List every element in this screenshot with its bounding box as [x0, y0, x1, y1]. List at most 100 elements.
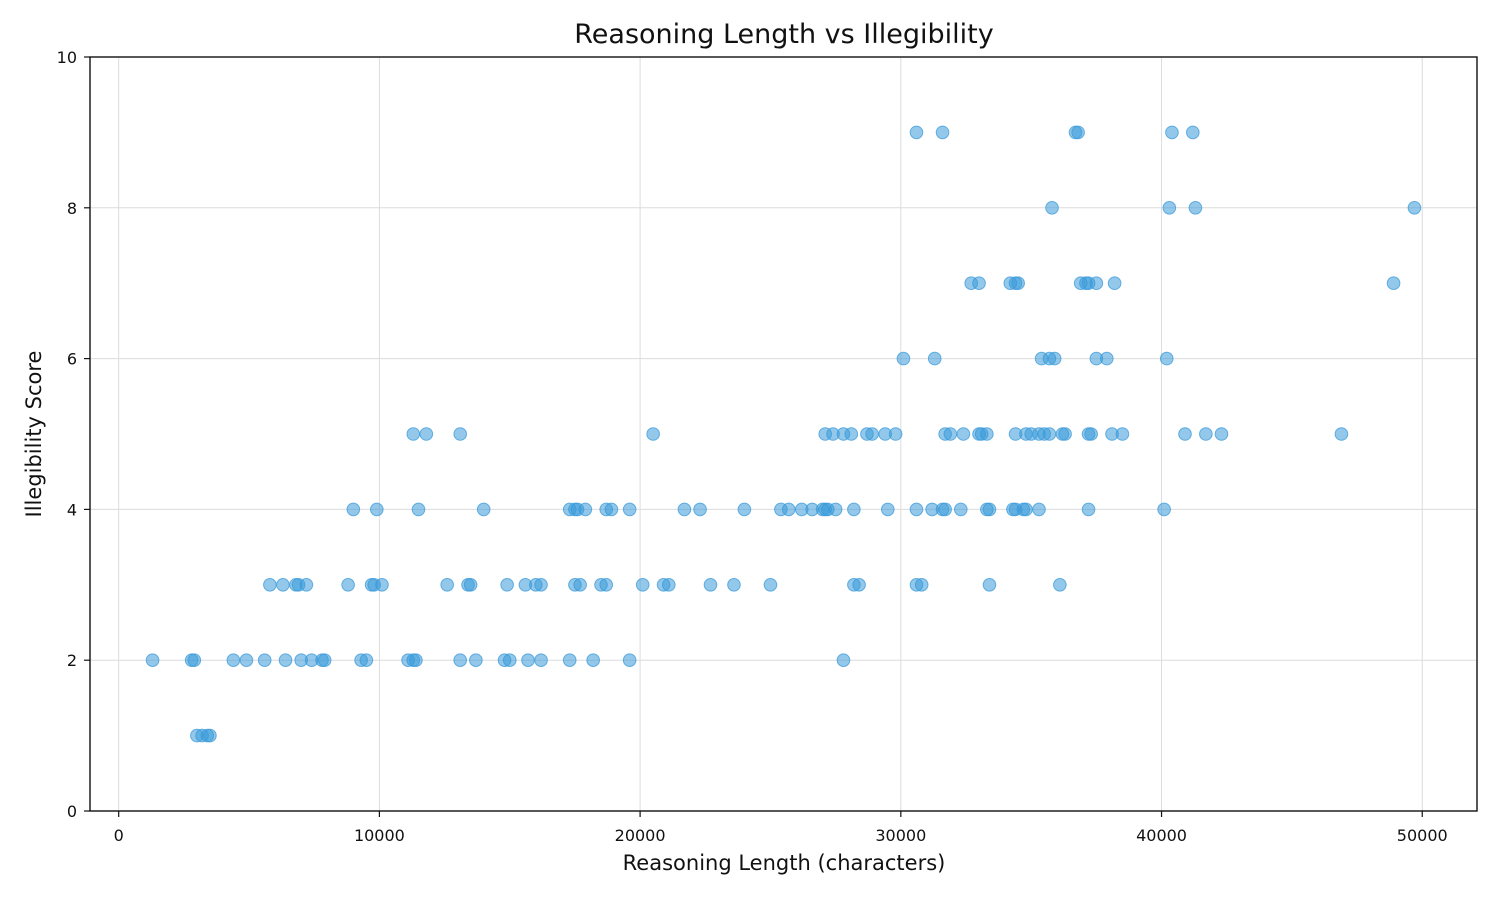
data-point — [1188, 201, 1203, 215]
data-point — [299, 578, 314, 592]
data-point — [257, 653, 272, 668]
data-point — [375, 578, 389, 592]
data-point — [847, 502, 861, 517]
data-point — [1214, 427, 1229, 441]
data-point — [263, 578, 277, 592]
data-point — [1019, 502, 1033, 517]
data-point — [1047, 351, 1062, 366]
data-point — [943, 427, 958, 441]
data-point — [341, 578, 355, 592]
data-points — [145, 125, 1422, 743]
data-point — [909, 502, 924, 517]
data-point — [781, 502, 796, 517]
chart-title: Reasoning Length vs Illegibility — [574, 19, 994, 50]
y-tick-label: 0 — [67, 802, 77, 821]
grid-lines — [90, 56, 1477, 812]
data-point — [1032, 502, 1046, 517]
x-axis-label: Reasoning Length (characters) — [623, 851, 946, 875]
data-point — [661, 578, 676, 592]
data-point — [239, 653, 254, 668]
data-point — [187, 653, 202, 668]
data-point — [453, 653, 468, 668]
data-point — [562, 653, 577, 668]
data-point — [145, 653, 160, 668]
data-point — [1386, 276, 1401, 291]
data-point — [226, 653, 241, 668]
data-point — [500, 578, 514, 592]
data-point — [1159, 351, 1174, 366]
data-point — [586, 653, 600, 668]
y-axis-ticks: 0 2 4 6 8 10 — [57, 48, 90, 821]
data-point — [703, 578, 718, 592]
y-tick-label: 10 — [57, 48, 77, 67]
data-point — [406, 427, 421, 441]
data-point — [599, 578, 614, 592]
y-tick-label: 6 — [67, 350, 77, 369]
data-point — [1071, 125, 1085, 140]
data-point — [1407, 201, 1422, 215]
data-point — [1045, 201, 1059, 215]
data-point — [469, 653, 483, 668]
data-point — [411, 502, 426, 517]
data-point — [369, 502, 384, 517]
data-point — [982, 502, 997, 517]
data-point — [1058, 427, 1072, 441]
data-point — [972, 276, 986, 291]
data-point — [440, 578, 454, 592]
data-point — [852, 578, 866, 592]
data-point — [476, 502, 491, 517]
plot-frame — [89, 56, 1478, 812]
data-point — [359, 653, 374, 668]
data-point — [622, 502, 637, 517]
data-point — [419, 427, 434, 441]
data-point — [1199, 427, 1213, 441]
data-point — [956, 427, 971, 441]
data-point — [1053, 578, 1067, 592]
x-tick-label: 20000 — [615, 826, 666, 845]
data-point — [693, 502, 707, 517]
data-point — [1107, 276, 1122, 291]
data-point — [635, 578, 650, 592]
data-point — [1334, 427, 1349, 441]
x-tick-label: 10000 — [354, 826, 405, 845]
data-point — [1084, 427, 1098, 441]
data-point — [844, 427, 859, 441]
data-point — [622, 653, 637, 668]
data-point — [1099, 351, 1114, 366]
data-point — [578, 502, 593, 517]
data-point — [914, 578, 929, 592]
data-point — [953, 502, 968, 517]
data-point — [1178, 427, 1192, 441]
data-point — [909, 125, 924, 140]
x-axis-ticks: 0 10000 20000 30000 40000 50000 — [114, 811, 1448, 845]
data-point — [1115, 427, 1130, 441]
data-point — [1186, 125, 1200, 140]
data-point — [935, 125, 950, 140]
data-point — [865, 427, 879, 441]
data-point — [828, 502, 843, 517]
data-point — [1165, 125, 1179, 140]
x-tick-label: 0 — [114, 826, 124, 845]
data-point — [502, 653, 517, 668]
data-point — [453, 427, 468, 441]
data-point — [982, 578, 997, 592]
data-point — [409, 653, 423, 668]
x-tick-label: 50000 — [1397, 826, 1448, 845]
data-point — [317, 653, 332, 668]
data-point — [763, 578, 778, 592]
data-point — [938, 502, 952, 517]
data-point — [1042, 427, 1057, 441]
data-point — [1162, 201, 1177, 215]
data-point — [1011, 276, 1025, 291]
data-point — [737, 502, 752, 517]
y-tick-label: 2 — [67, 651, 77, 670]
data-point — [980, 427, 994, 441]
data-point — [1157, 502, 1171, 517]
data-point — [880, 502, 895, 517]
data-point — [727, 578, 741, 592]
y-tick-label: 4 — [67, 500, 77, 519]
data-point — [276, 578, 290, 592]
data-point — [1089, 276, 1104, 291]
data-point — [534, 653, 548, 668]
